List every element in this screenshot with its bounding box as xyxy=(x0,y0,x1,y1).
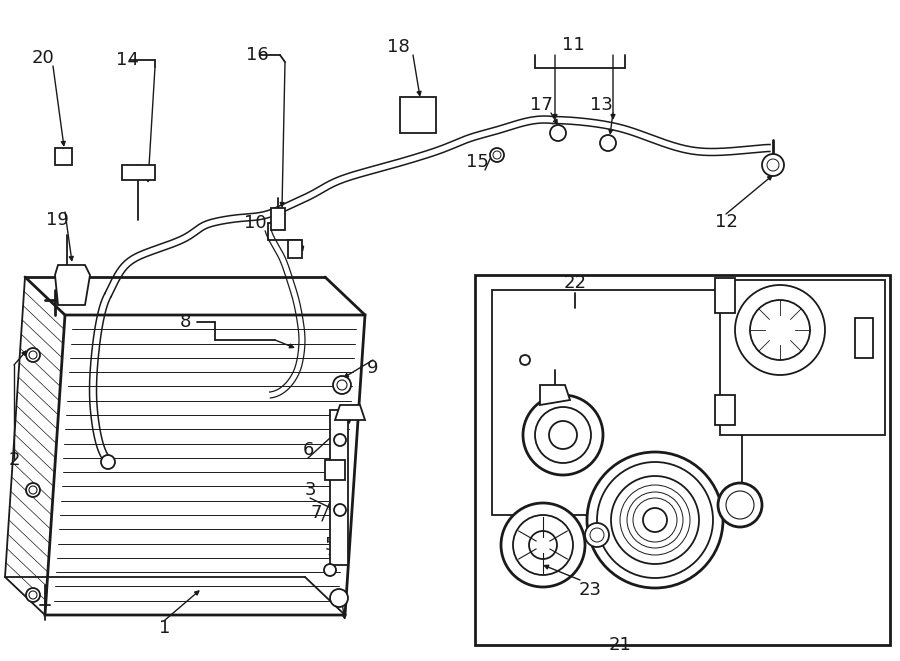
Circle shape xyxy=(620,485,690,555)
Circle shape xyxy=(29,591,37,599)
Text: 23: 23 xyxy=(579,581,601,599)
Circle shape xyxy=(550,125,566,141)
Circle shape xyxy=(334,504,346,516)
Text: 20: 20 xyxy=(32,49,54,67)
Circle shape xyxy=(535,407,591,463)
Circle shape xyxy=(324,564,336,576)
Circle shape xyxy=(549,421,577,449)
Polygon shape xyxy=(400,97,436,133)
Circle shape xyxy=(337,380,347,390)
Circle shape xyxy=(26,348,40,362)
Bar xyxy=(720,280,885,435)
Text: 17: 17 xyxy=(529,96,553,114)
Circle shape xyxy=(529,531,557,559)
Circle shape xyxy=(520,355,530,365)
Text: 18: 18 xyxy=(387,38,410,56)
Text: 7: 7 xyxy=(310,504,322,522)
Text: 8: 8 xyxy=(179,313,191,331)
Circle shape xyxy=(493,151,501,159)
Text: 5: 5 xyxy=(324,536,336,554)
Polygon shape xyxy=(45,315,365,615)
Circle shape xyxy=(590,528,604,542)
Text: 22: 22 xyxy=(563,274,587,292)
Circle shape xyxy=(523,395,603,475)
Bar xyxy=(715,395,735,425)
Text: 10: 10 xyxy=(244,214,266,232)
Text: 2: 2 xyxy=(8,451,20,469)
Text: 9: 9 xyxy=(367,359,379,377)
Circle shape xyxy=(330,589,348,607)
Circle shape xyxy=(750,300,810,360)
Circle shape xyxy=(101,455,115,469)
Circle shape xyxy=(587,452,723,588)
Circle shape xyxy=(29,351,37,359)
Circle shape xyxy=(735,285,825,375)
Bar xyxy=(271,208,285,230)
Polygon shape xyxy=(122,165,155,180)
Circle shape xyxy=(767,159,779,171)
Bar xyxy=(492,290,742,515)
Circle shape xyxy=(26,483,40,497)
Circle shape xyxy=(633,498,677,542)
Polygon shape xyxy=(325,460,345,480)
Circle shape xyxy=(501,503,585,587)
Circle shape xyxy=(600,135,616,151)
Text: 16: 16 xyxy=(246,46,268,64)
Bar xyxy=(855,318,873,358)
Text: 19: 19 xyxy=(46,211,68,229)
Text: 1: 1 xyxy=(159,619,171,637)
Text: 15: 15 xyxy=(465,153,489,171)
Circle shape xyxy=(333,376,351,394)
Circle shape xyxy=(726,491,754,519)
Circle shape xyxy=(490,148,504,162)
Circle shape xyxy=(513,515,573,575)
Circle shape xyxy=(29,486,37,494)
Polygon shape xyxy=(540,385,570,405)
Bar xyxy=(475,275,890,645)
Circle shape xyxy=(611,476,699,564)
Circle shape xyxy=(597,462,713,578)
Circle shape xyxy=(762,154,784,176)
Circle shape xyxy=(334,434,346,446)
Text: 21: 21 xyxy=(608,636,632,654)
Text: 13: 13 xyxy=(590,96,612,114)
Bar xyxy=(288,240,302,258)
Circle shape xyxy=(718,483,762,527)
Circle shape xyxy=(585,523,609,547)
Bar xyxy=(715,278,735,313)
Text: 11: 11 xyxy=(562,36,584,54)
Text: 14: 14 xyxy=(115,51,139,69)
Text: 4: 4 xyxy=(334,591,346,609)
Circle shape xyxy=(26,588,40,602)
Bar xyxy=(330,410,348,565)
Polygon shape xyxy=(55,265,90,305)
Text: 3: 3 xyxy=(304,481,316,499)
Circle shape xyxy=(643,508,667,532)
Text: 12: 12 xyxy=(715,213,737,231)
Text: 6: 6 xyxy=(302,441,314,459)
Polygon shape xyxy=(55,148,72,165)
Polygon shape xyxy=(335,405,365,420)
Circle shape xyxy=(627,492,683,548)
